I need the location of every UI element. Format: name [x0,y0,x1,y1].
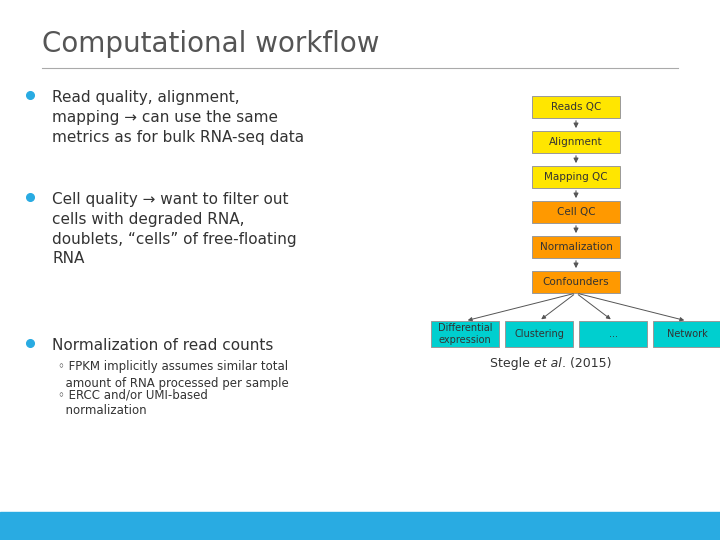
Text: Computational workflow: Computational workflow [42,30,379,58]
Text: . (2015): . (2015) [562,357,611,370]
Text: Cell QC: Cell QC [557,207,595,217]
Text: ◦ ERCC and/or UMI-based
  normalization: ◦ ERCC and/or UMI-based normalization [58,388,208,417]
Text: Network: Network [667,329,707,339]
FancyBboxPatch shape [532,201,620,223]
FancyBboxPatch shape [532,271,620,293]
FancyBboxPatch shape [431,321,499,347]
Text: Clustering: Clustering [514,329,564,339]
Text: Alignment: Alignment [549,137,603,147]
FancyBboxPatch shape [505,321,573,347]
Text: Differential
expression: Differential expression [438,323,492,345]
FancyBboxPatch shape [653,321,720,347]
Text: Normalization: Normalization [539,242,613,252]
Text: Cell quality → want to filter out
cells with degraded RNA,
doublets, “cells” of : Cell quality → want to filter out cells … [52,192,297,266]
Text: Normalization of read counts: Normalization of read counts [52,338,274,353]
Text: Confounders: Confounders [543,277,609,287]
FancyBboxPatch shape [579,321,647,347]
FancyBboxPatch shape [532,131,620,153]
Text: ...: ... [608,329,618,339]
Text: et al: et al [534,357,562,370]
Text: Read quality, alignment,
mapping → can use the same
metrics as for bulk RNA-seq : Read quality, alignment, mapping → can u… [52,90,304,145]
FancyBboxPatch shape [532,236,620,258]
Text: Stegle: Stegle [490,357,534,370]
FancyBboxPatch shape [532,96,620,118]
Text: ◦ FPKM implicitly assumes similar total
  amount of RNA processed per sample: ◦ FPKM implicitly assumes similar total … [58,360,289,389]
Text: Mapping QC: Mapping QC [544,172,608,182]
Bar [0,512,720,540]
FancyBboxPatch shape [532,166,620,188]
Text: Reads QC: Reads QC [551,102,601,112]
